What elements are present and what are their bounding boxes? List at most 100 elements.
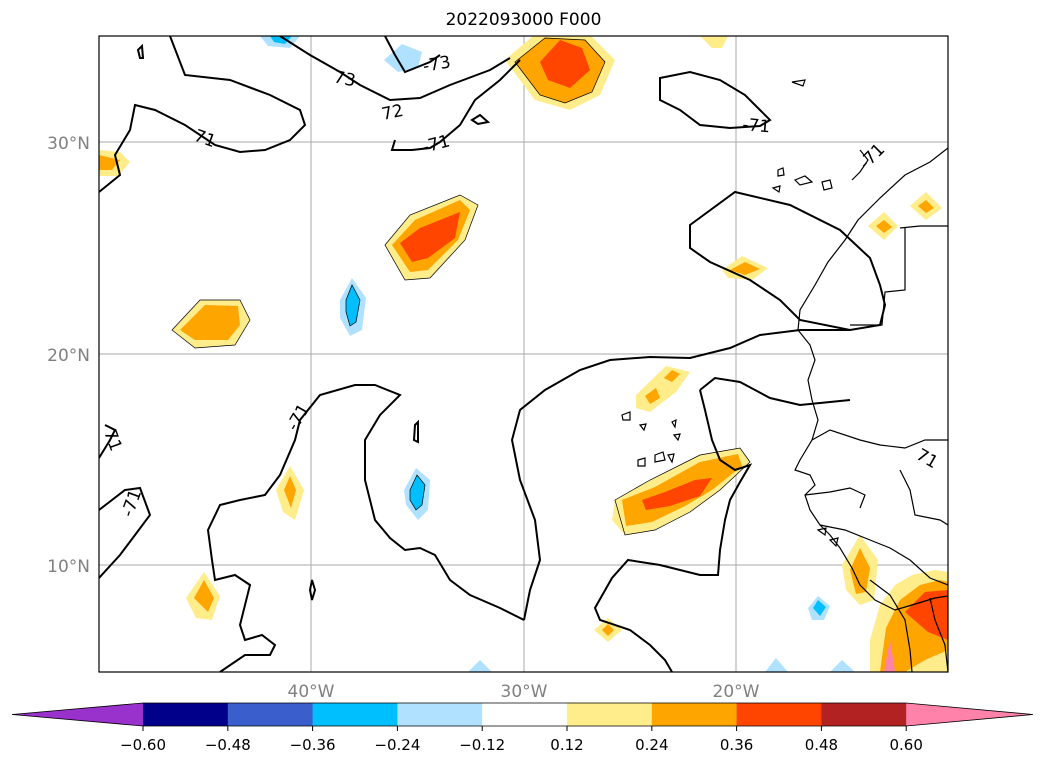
anomaly-fill — [905, 590, 948, 640]
coastlines — [621, 79, 948, 672]
anomaly-fill — [876, 220, 892, 233]
coastline — [850, 228, 906, 326]
coastline — [791, 79, 806, 87]
coastline — [819, 524, 948, 586]
anomaly-outlines — [171, 37, 751, 536]
coastline — [654, 451, 666, 463]
lon-label-40w: 40°W — [288, 682, 335, 702]
contour-line — [99, 36, 307, 193]
contour-line — [206, 384, 525, 672]
anomaly-fill — [284, 476, 296, 508]
contour-label: -71 — [742, 115, 771, 137]
anomaly-fill — [636, 366, 690, 412]
coastline — [771, 185, 781, 194]
anomaly-fill — [194, 580, 214, 612]
colorbar-tick-label: −0.48 — [205, 736, 251, 754]
colorbar-segment — [567, 703, 653, 726]
contour-label: -71 — [283, 400, 314, 434]
contour-line — [412, 419, 419, 444]
anomaly-fill — [830, 660, 855, 672]
anomaly-fill — [602, 624, 614, 636]
lon-label-30w: 30°W — [501, 682, 548, 702]
lon-label-20w: 20°W — [713, 682, 760, 702]
anomaly-fill — [540, 40, 590, 88]
colorbar-segment — [143, 703, 229, 726]
anomaly-fill — [664, 370, 680, 382]
anomaly-fill — [884, 640, 895, 672]
anomaly-fill — [850, 548, 870, 594]
lat-label-10n: 10°N — [47, 557, 90, 577]
colorbar-segment — [482, 703, 568, 726]
coastline — [821, 179, 833, 191]
anomaly-fill — [645, 388, 660, 404]
anomaly-fill — [270, 36, 292, 44]
colorbar-segment — [397, 703, 483, 726]
anomaly-fill — [410, 475, 425, 510]
coastline — [816, 527, 827, 537]
contour-lines — [99, 36, 887, 672]
colorbar-tick-label: −0.60 — [120, 736, 166, 754]
coastline — [899, 225, 948, 229]
lat-label-30n: 30°N — [47, 134, 90, 154]
colorbar-tick-label: 0.12 — [550, 736, 583, 754]
contour-label: 73 — [332, 67, 357, 91]
contour-label: -71 — [420, 131, 452, 158]
filled-anomalies — [99, 36, 948, 672]
map-title: 2022093000 F000 — [445, 10, 602, 30]
contour-line — [699, 376, 851, 407]
coastline — [777, 167, 785, 177]
anomaly-fill — [642, 478, 712, 510]
anomaly-fill — [700, 36, 728, 48]
anomaly-fill — [346, 285, 360, 326]
anomaly-fill — [400, 212, 460, 262]
coastline — [638, 423, 647, 432]
contour-label: -71 — [855, 140, 889, 174]
colorbar-tick-label: −0.24 — [374, 736, 420, 754]
coastline — [621, 411, 631, 421]
colorbar-tick-label: 0.48 — [805, 736, 838, 754]
axis-labels: 30°N 20°N 10°N 40°W 30°W 20°W — [47, 134, 760, 702]
colorbar-tick-label: −0.12 — [459, 736, 505, 754]
colorbar-segment — [651, 703, 738, 726]
colorbar-segment — [227, 703, 314, 726]
contour-line — [510, 329, 850, 621]
coastline — [869, 579, 913, 672]
colorbar-segment — [736, 703, 822, 726]
anomaly-fill — [468, 660, 492, 672]
contour-line — [99, 486, 152, 579]
anomaly-fill — [730, 262, 760, 275]
anomaly-fill — [99, 155, 120, 170]
colorbar: −0.60 −0.48 −0.36 −0.24 −0.12 0.12 0.24 0.36 0.4… — [11, 702, 1034, 754]
anomaly-fill — [384, 44, 422, 72]
contour-line — [593, 389, 753, 672]
contour-line — [689, 190, 887, 332]
lat-label-20n: 20°N — [47, 346, 90, 366]
contour-label: -73 — [421, 52, 452, 77]
gridlines — [99, 36, 948, 672]
contour-label: 71 — [913, 445, 942, 473]
contour-line — [659, 70, 772, 130]
map-panel: 73 -73 72 71 -71 -71 -71 -71 -71 71 71 — [99, 36, 948, 672]
coastline — [671, 418, 677, 429]
contour-line — [136, 43, 145, 59]
anomaly-fill — [813, 600, 826, 616]
coastline — [851, 149, 869, 181]
coastline — [828, 537, 839, 548]
coastline — [637, 457, 646, 467]
contour-line — [384, 36, 441, 74]
contour-line — [99, 424, 117, 459]
anomaly-fill — [918, 200, 934, 213]
coastline — [793, 175, 814, 186]
colorbar-tick-label: 0.24 — [635, 736, 668, 754]
colorbar-segment — [312, 703, 398, 726]
contour-label: 72 — [380, 101, 405, 125]
contour-line — [390, 59, 521, 151]
map-frame — [98, 35, 949, 673]
colorbar-tick-label: −0.36 — [290, 736, 336, 754]
contour-line — [308, 579, 317, 601]
anomaly-fill — [180, 305, 240, 340]
coastline — [794, 147, 948, 611]
colorbar-segment — [821, 703, 907, 726]
coastline — [811, 429, 948, 449]
